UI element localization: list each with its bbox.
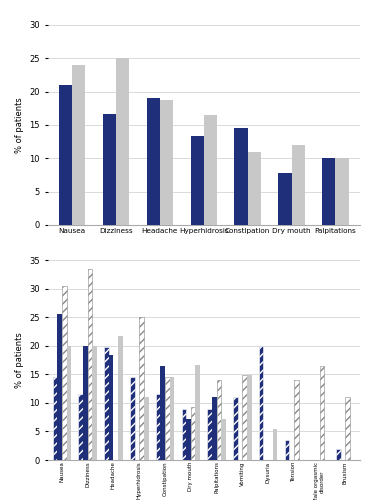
Bar — [273, 428, 277, 460]
Bar — [66, 346, 71, 460]
Bar — [160, 366, 165, 460]
Bar — [190, 136, 204, 225]
Bar — [59, 85, 72, 225]
Bar — [52, 377, 57, 460]
Bar — [118, 336, 123, 460]
Bar — [160, 100, 173, 225]
Bar — [217, 380, 221, 460]
Bar — [116, 58, 129, 225]
Bar — [322, 158, 335, 225]
Bar — [146, 98, 160, 225]
Bar — [248, 152, 261, 225]
Bar — [130, 377, 135, 460]
Bar — [335, 158, 349, 225]
Bar — [207, 408, 212, 460]
Bar — [62, 286, 66, 460]
Bar — [156, 394, 160, 460]
Bar — [235, 128, 248, 225]
Bar — [165, 377, 170, 460]
Bar — [196, 364, 200, 460]
Bar — [139, 317, 144, 460]
Y-axis label: % of patients: % of patients — [15, 332, 24, 388]
Bar — [345, 397, 350, 460]
Legend: Milnacipran, Venlafaxine: Milnacipran, Venlafaxine — [140, 268, 268, 277]
Bar — [109, 356, 113, 460]
Bar — [279, 173, 291, 225]
Bar — [285, 440, 289, 460]
Bar — [320, 366, 324, 460]
Bar — [191, 408, 196, 460]
Bar — [204, 115, 217, 225]
Y-axis label: % of patients: % of patients — [15, 97, 24, 153]
Bar — [291, 145, 305, 225]
Bar — [170, 377, 174, 460]
Bar — [144, 397, 149, 460]
Bar — [57, 314, 62, 460]
Bar — [259, 346, 264, 460]
Bar — [336, 448, 341, 460]
Bar — [242, 376, 247, 460]
Bar — [83, 346, 88, 460]
Bar — [182, 408, 186, 460]
Bar — [294, 380, 299, 460]
Bar — [72, 65, 85, 225]
Bar — [79, 394, 83, 460]
Bar — [186, 419, 191, 460]
Bar — [92, 346, 97, 460]
Bar — [212, 397, 217, 460]
Bar — [221, 419, 226, 460]
Bar — [104, 347, 109, 460]
Bar — [103, 114, 116, 225]
Bar — [247, 376, 252, 460]
Bar — [88, 268, 92, 460]
Bar — [233, 397, 238, 460]
